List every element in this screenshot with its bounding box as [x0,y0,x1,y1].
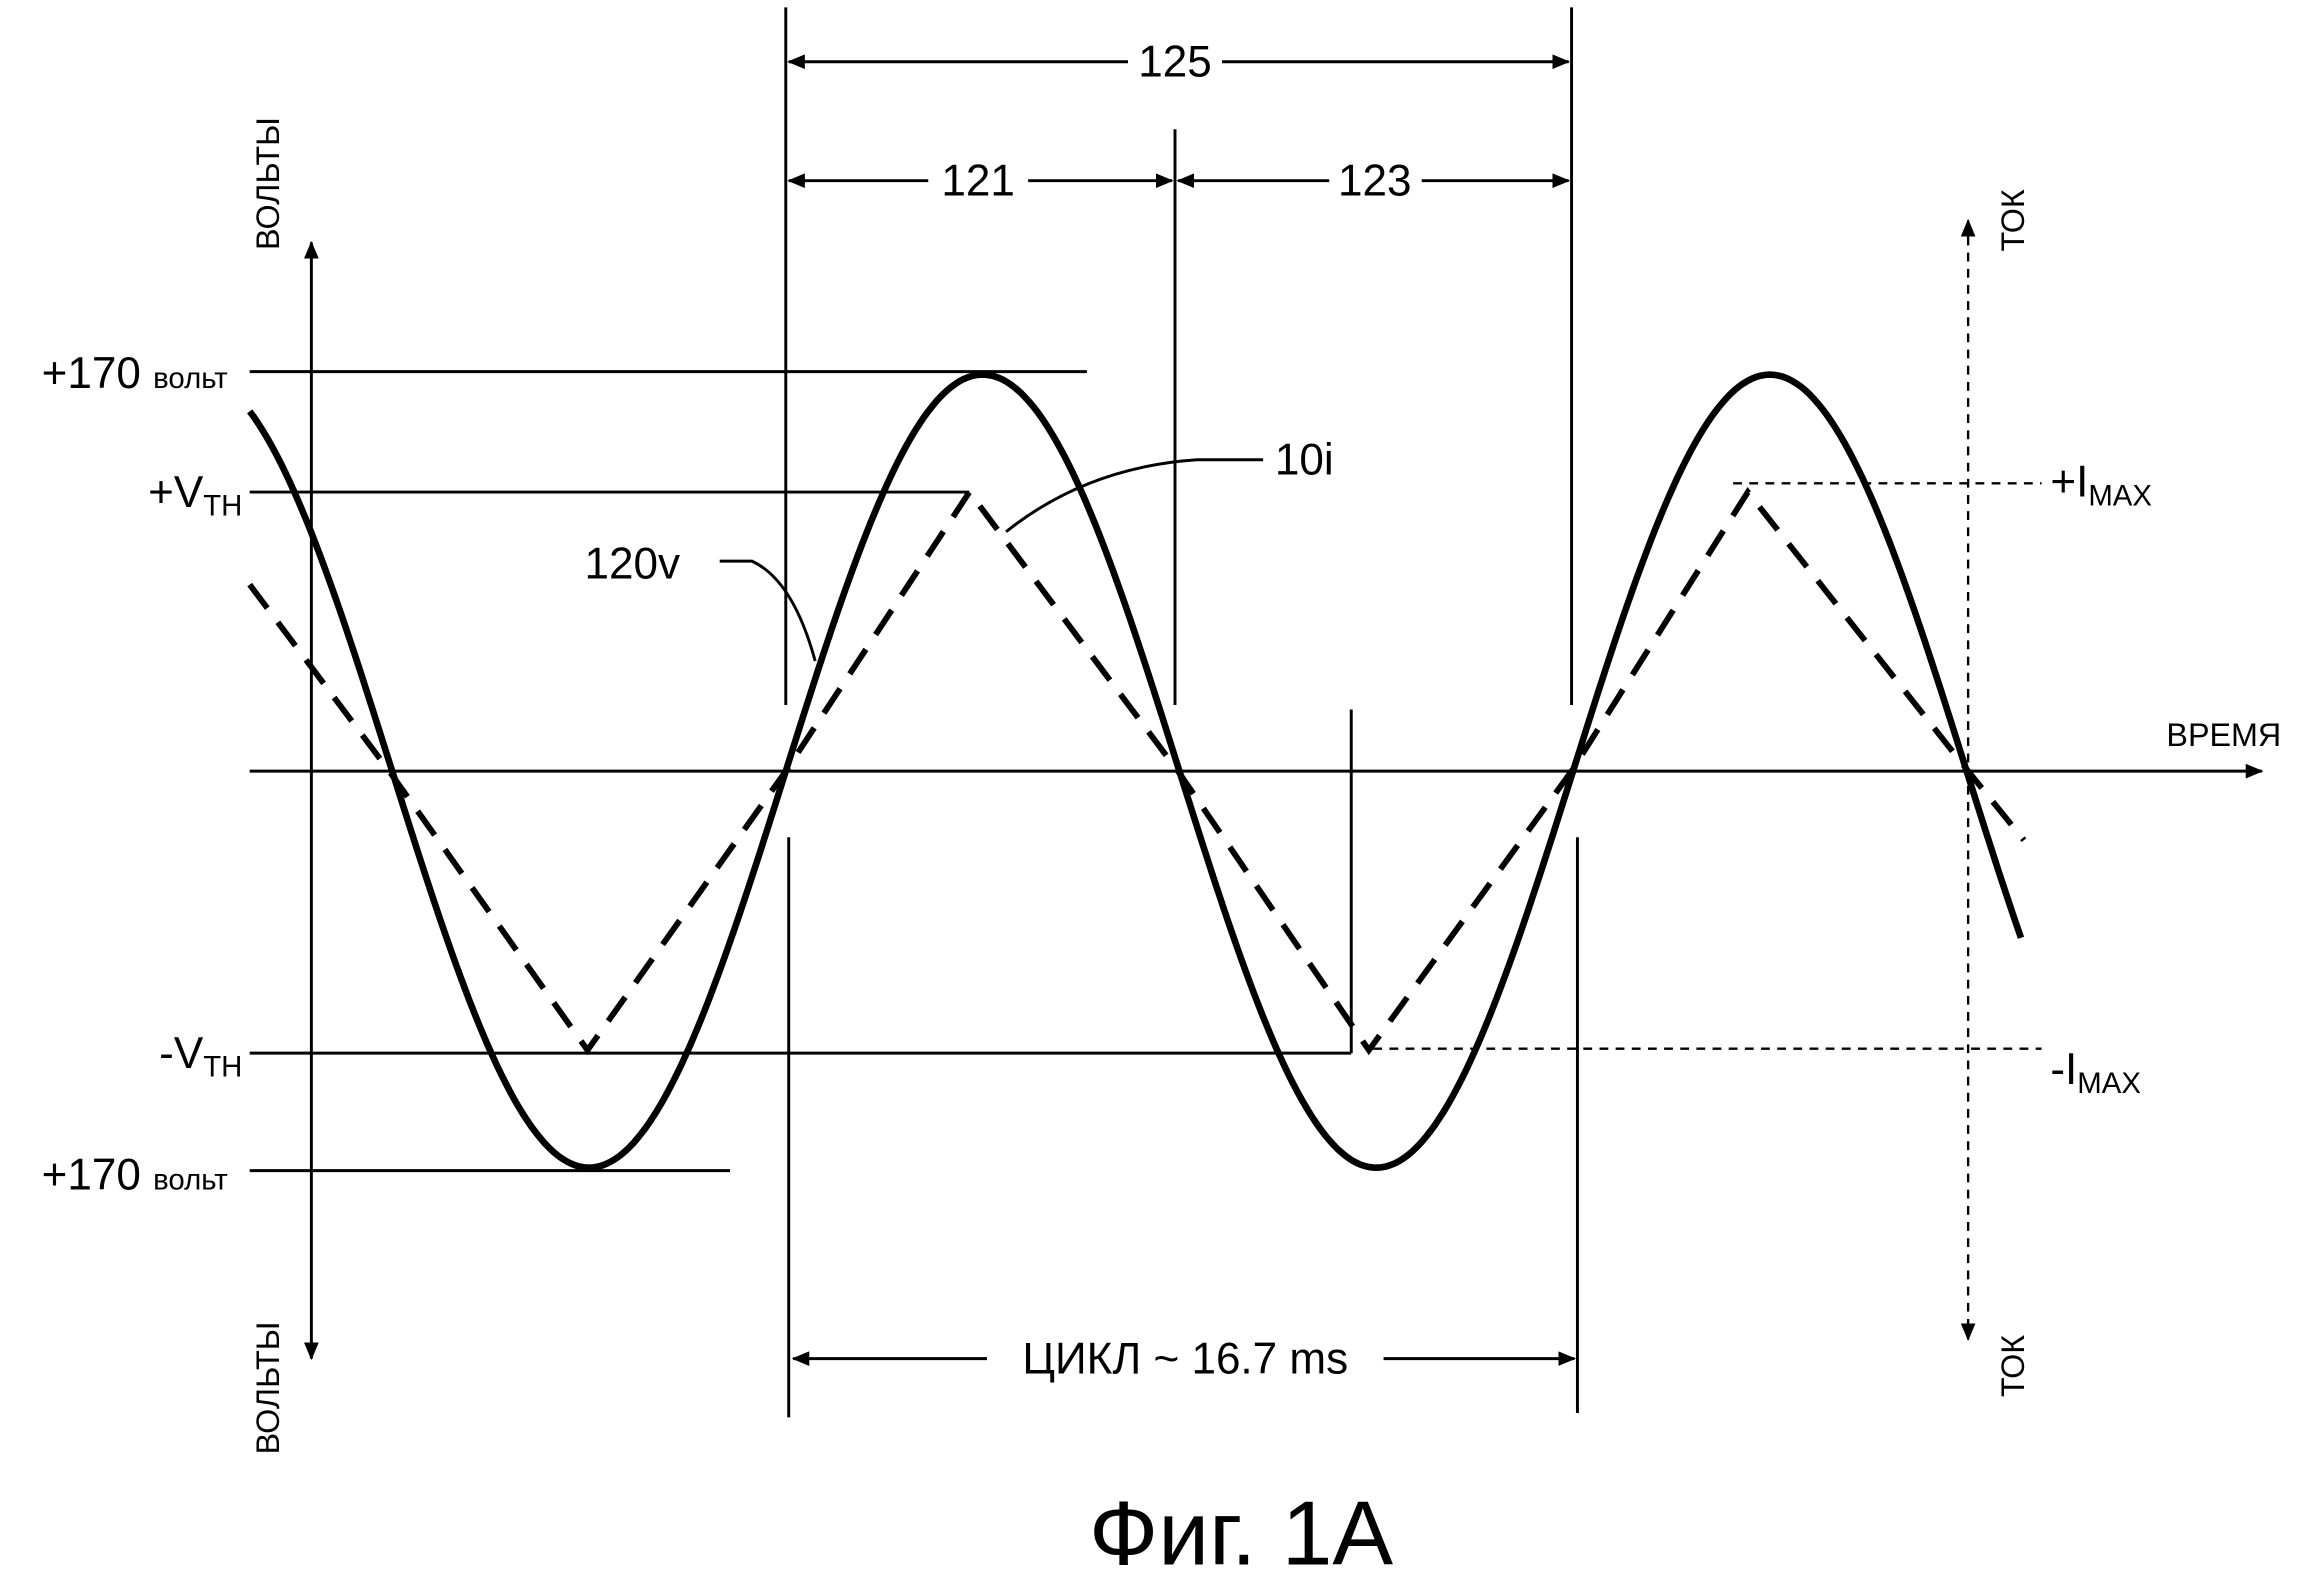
axis-label: ВОЛЬТЫ [250,117,286,250]
level-label: -VTH [159,1029,242,1084]
level-label: +170 вольт [42,349,228,398]
level-label: +170 вольт [42,1151,228,1200]
current-label: +IMAX [2050,457,2152,512]
dimension-label: 123 [1338,156,1412,205]
axis-label: ТОК [1995,189,2031,251]
voltage-curve [247,371,2025,1172]
curve-label: 10i [1275,435,1334,484]
axis-label: ВОЛЬТЫ [250,1322,286,1455]
dimension-label: 125 [1138,37,1212,86]
leader-line [1005,458,1264,533]
current-curve [247,486,2027,1056]
leader-line [719,559,817,662]
curve-label: 120v [585,540,681,589]
dimension-label: ЦИКЛ ~ 16.7 ms [1022,1334,1348,1383]
dimension-label: 121 [941,156,1015,205]
caption: Фиг. 1A [1089,1483,1393,1579]
current-label: -IMAX [2050,1045,2141,1100]
level-label: +VTH [148,468,242,523]
axis-label: ВРЕМЯ [2166,717,2281,753]
axis-label: ТОК [1995,1335,2031,1397]
